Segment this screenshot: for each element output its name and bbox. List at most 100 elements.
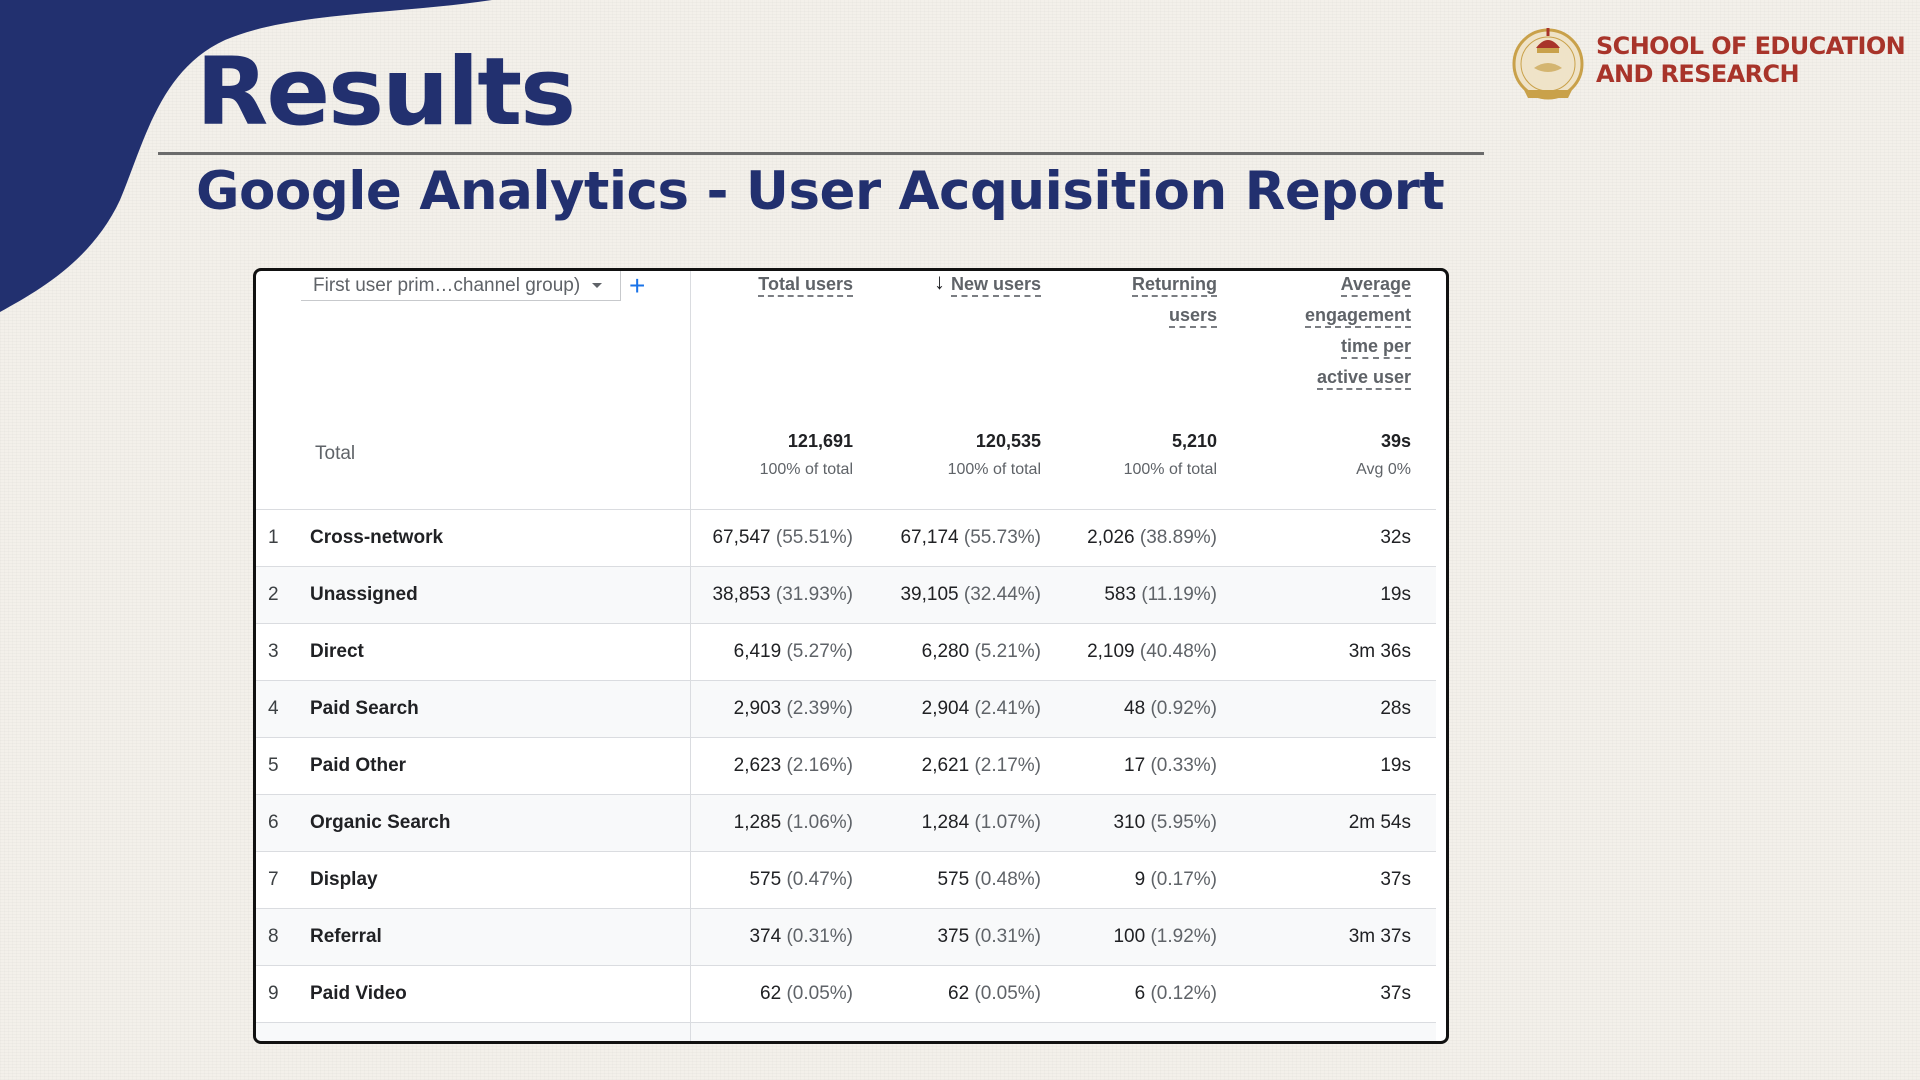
totals-row: Total 121,691 100% of total 120,535 100%… bbox=[256, 399, 1436, 510]
new-users-total: 120,535 bbox=[975, 431, 1041, 451]
column-header-returning-users[interactable]: Returning users bbox=[1066, 271, 1242, 399]
cell-returning-users: 583 (11.19%) bbox=[1066, 566, 1242, 624]
row-rank: 1 bbox=[268, 527, 279, 548]
header-row: First user prim…channel group) + Total u… bbox=[256, 271, 1436, 399]
cell-avg-engagement: 19s bbox=[1242, 737, 1436, 795]
row-rank: 3 bbox=[268, 641, 279, 662]
cell-returning-users: 6 (0.12%) bbox=[1066, 965, 1242, 1023]
cell-avg-engagement: 37s bbox=[1242, 851, 1436, 909]
cell-new-users: 375 (0.31%) bbox=[878, 908, 1066, 966]
logo-line-1: SCHOOL OF EDUCATION bbox=[1596, 32, 1906, 60]
row-channel: Paid Search bbox=[310, 698, 419, 719]
cell-new-users: 1,284 (1.07%) bbox=[878, 794, 1066, 852]
dropdown-caret-icon bbox=[592, 283, 602, 288]
table-row[interactable]: 9 Paid Video 62 (0.05%) 62 (0.05%) 6 (0.12%)… bbox=[256, 965, 1436, 1023]
cell-total-users: 2,903 (2.39%) bbox=[690, 680, 878, 738]
cell-new-users: 2,621 (2.17%) bbox=[878, 737, 1066, 795]
dimension-dropdown[interactable]: First user prim…channel group) bbox=[301, 271, 621, 301]
table-row[interactable]: 2 Unassigned 38,853 (31.93%) 39,105 (32.44%… bbox=[256, 566, 1436, 624]
school-logo: SCHOOL OF EDUCATION AND RESEARCH bbox=[1510, 20, 1906, 100]
cell-total-users: 57 (0.05%) bbox=[690, 1022, 878, 1041]
column-header-new-users[interactable]: ↓ New users bbox=[878, 271, 1066, 399]
table-row[interactable]: 1 Cross-network 67,547 (55.51%) 67,174 (55.… bbox=[256, 509, 1436, 567]
cell-returning-users: 2,109 (40.48%) bbox=[1066, 623, 1242, 681]
new-users-total-sub: 100% of total bbox=[947, 461, 1041, 478]
slide-subtitle: Google Analytics - User Acquisition Repo… bbox=[196, 161, 1445, 222]
cell-avg-engagement: 28s bbox=[1242, 680, 1436, 738]
add-dimension-icon[interactable]: + bbox=[629, 270, 646, 301]
row-rank: 9 bbox=[268, 983, 279, 1004]
row-channel: Cross-network bbox=[310, 527, 444, 548]
cell-returning-users: 2,026 (38.89%) bbox=[1066, 509, 1242, 567]
row-rank: 10 bbox=[256, 1040, 298, 1041]
cell-new-users: 39,105 (32.44%) bbox=[878, 566, 1066, 624]
row-rank: 2 bbox=[268, 584, 279, 605]
avg-engagement-total: 39s bbox=[1380, 431, 1411, 451]
cell-avg-engagement: 37s bbox=[1242, 965, 1436, 1023]
row-channel: Referral bbox=[310, 926, 382, 947]
total-users-total-sub: 100% of total bbox=[759, 461, 853, 478]
row-rank: 7 bbox=[268, 869, 279, 890]
sort-descending-icon: ↓ bbox=[933, 269, 945, 294]
totals-label: Total bbox=[256, 399, 691, 510]
row-rank: 4 bbox=[268, 698, 279, 719]
column-header-avg-engagement[interactable]: Average engagement time per active user bbox=[1242, 271, 1436, 399]
row-rank: 6 bbox=[268, 812, 279, 833]
row-channel: Paid Other bbox=[310, 755, 407, 776]
cell-returning-users: 17 (0.33%) bbox=[1066, 737, 1242, 795]
cell-avg-engagement: 3m 37s bbox=[1242, 908, 1436, 966]
column-header-total-users[interactable]: Total users bbox=[690, 271, 878, 399]
cell-returning-users: 310 (5.95%) bbox=[1066, 794, 1242, 852]
table-row[interactable]: 7 Display 575 (0.47%) 575 (0.48%) 9 (0.17%) 3… bbox=[256, 851, 1436, 909]
cell-new-users: 57 (0.05%) bbox=[878, 1022, 1066, 1041]
table-row[interactable]: 5 Paid Other 2,623 (2.16%) 2,621 (2.17%) 17 … bbox=[256, 737, 1436, 795]
table-row[interactable]: 8 Referral 374 (0.31%) 375 (0.31%) 100 (1.92… bbox=[256, 908, 1436, 966]
cell-returning-users: 9 (0.17%) bbox=[1066, 851, 1242, 909]
cell-total-users: 38,853 (31.93%) bbox=[690, 566, 878, 624]
cell-new-users: 6,280 (5.21%) bbox=[878, 623, 1066, 681]
cell-new-users: 67,174 (55.73%) bbox=[878, 509, 1066, 567]
table-row[interactable]: 6 Organic Search 1,285 (1.06%) 1,284 (1.07%… bbox=[256, 794, 1436, 852]
cell-avg-engagement: 11s bbox=[1242, 1022, 1436, 1041]
cell-total-users: 67,547 (55.51%) bbox=[690, 509, 878, 567]
cell-total-users: 1,285 (1.06%) bbox=[690, 794, 878, 852]
cell-avg-engagement: 32s bbox=[1242, 509, 1436, 567]
cell-returning-users: 100 (1.92%) bbox=[1066, 908, 1242, 966]
avg-engagement-total-sub: Avg 0% bbox=[1356, 461, 1411, 478]
row-channel: Unassigned bbox=[310, 584, 418, 605]
cell-new-users: 2,904 (2.41%) bbox=[878, 680, 1066, 738]
returning-users-total-sub: 100% of total bbox=[1123, 461, 1217, 478]
row-channel: Paid Video bbox=[310, 983, 407, 1004]
title-divider bbox=[158, 152, 1484, 155]
report-table: First user prim…channel group) + Total u… bbox=[256, 271, 1436, 1041]
cell-returning-users: 48 (0.92%) bbox=[1066, 680, 1242, 738]
cell-total-users: 575 (0.47%) bbox=[690, 851, 878, 909]
cell-returning-users: 1 (0.02%) bbox=[1066, 1022, 1242, 1041]
row-channel: Organic Video bbox=[298, 1040, 438, 1041]
row-channel: Organic Search bbox=[310, 812, 451, 833]
user-acquisition-report: First user prim…channel group) + Total u… bbox=[253, 268, 1449, 1044]
row-channel: Direct bbox=[310, 641, 364, 662]
cell-new-users: 62 (0.05%) bbox=[878, 965, 1066, 1023]
cell-total-users: 6,419 (5.27%) bbox=[690, 623, 878, 681]
table-row[interactable]: 3 Direct 6,419 (5.27%) 6,280 (5.21%) 2,109 (… bbox=[256, 623, 1436, 681]
cell-total-users: 2,623 (2.16%) bbox=[690, 737, 878, 795]
logo-line-2: AND RESEARCH bbox=[1596, 60, 1800, 88]
total-users-total: 121,691 bbox=[787, 431, 853, 451]
cell-total-users: 374 (0.31%) bbox=[690, 908, 878, 966]
cell-avg-engagement: 3m 36s bbox=[1242, 623, 1436, 681]
corner-decoration bbox=[0, 0, 492, 312]
cell-new-users: 575 (0.48%) bbox=[878, 851, 1066, 909]
school-emblem-icon bbox=[1512, 28, 1584, 100]
cell-avg-engagement: 2m 54s bbox=[1242, 794, 1436, 852]
returning-users-total: 5,210 bbox=[1171, 431, 1217, 451]
table-row[interactable]: 4 Paid Search 2,903 (2.39%) 2,904 (2.41%) 48… bbox=[256, 680, 1436, 738]
table-row[interactable]: 10Organic Video57 (0.05%)57 (0.05%)1 (0.… bbox=[256, 1022, 1436, 1041]
cell-avg-engagement: 19s bbox=[1242, 566, 1436, 624]
row-rank: 8 bbox=[268, 926, 279, 947]
slide-title: Results bbox=[196, 38, 576, 147]
row-channel: Display bbox=[310, 869, 378, 890]
cell-total-users: 62 (0.05%) bbox=[690, 965, 878, 1023]
row-rank: 5 bbox=[268, 755, 279, 776]
dimension-dropdown-label: First user prim…channel group) bbox=[313, 274, 581, 296]
